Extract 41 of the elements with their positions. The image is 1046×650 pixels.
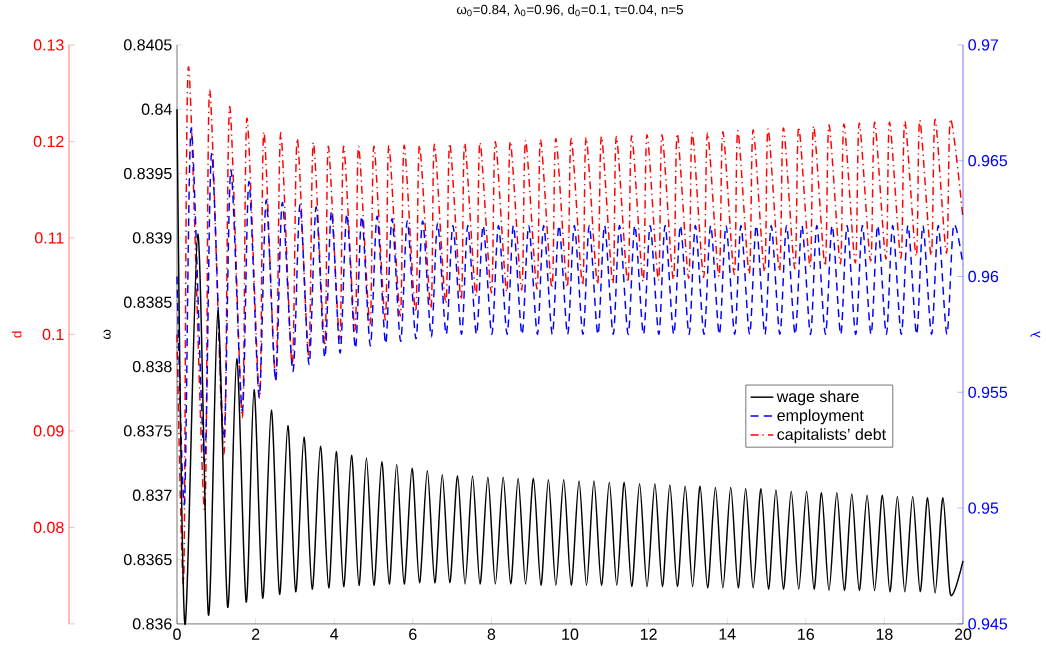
y3-tick-label: 0.1 [42, 328, 64, 341]
chart-title: ω$_{0}$=0.84, λ$_{0}$=0.96, d$_{0}$=0.1, τ=0.04, n=5 [456, 4, 683, 17]
y3-tick-label: 0.12 [33, 135, 64, 148]
y2-tick-label: 0.955 [968, 386, 1008, 398]
x-tick-label: 18 [876, 628, 893, 640]
y-tick-label: 0.8365 [123, 553, 172, 566]
y-axis-title: ω [103, 329, 111, 340]
y3-axis-title: d [11, 331, 22, 338]
y2-tick-label: 0.97 [968, 39, 999, 51]
x-tick-label: 6 [409, 628, 417, 640]
x-tick-label: 20 [954, 628, 972, 640]
x-tick-label: 8 [487, 628, 496, 640]
y2-tick-label: 0.945 [968, 618, 1008, 630]
y-tick-label: 0.8375 [123, 425, 172, 437]
y3-tick-label: 0.13 [33, 39, 64, 51]
legend-label: wage share [776, 390, 859, 406]
y2-tick-label: 0.95 [968, 502, 999, 514]
y2-tick-label: 0.96 [968, 270, 999, 283]
y-tick-label: 0.8385 [123, 296, 172, 308]
y-tick-label: 0.8405 [123, 39, 172, 51]
line-series [176, 127, 964, 505]
x-tick-label: 2 [251, 628, 260, 640]
x-tick-label: 4 [330, 628, 339, 640]
y3-tick-label: 0.09 [33, 425, 64, 437]
y-tick-label: 0.838 [132, 360, 172, 373]
legend-label: capitalists’ debt [777, 428, 886, 444]
x-tick-label: 10 [562, 628, 579, 640]
y3-tick-label: 0.11 [34, 232, 64, 244]
x-tick-label: 14 [719, 628, 736, 640]
x-tick-label: 0 [173, 628, 181, 640]
x-tick-label: 16 [798, 628, 814, 640]
y-tick-label: 0.839 [132, 232, 172, 244]
y-tick-label: 0.837 [132, 489, 172, 501]
y2-tick-label: 0.965 [968, 155, 1008, 167]
y-tick-label: 0.836 [132, 618, 172, 630]
x-tick-label: 12 [640, 628, 657, 640]
y2-axis-title: λ [1030, 331, 1041, 338]
legend-label: employment [777, 409, 864, 425]
y3-tick-label: 0.08 [33, 521, 64, 534]
y-tick-label: 0.84 [141, 103, 172, 115]
y-tick-label: 0.8395 [123, 167, 172, 180]
